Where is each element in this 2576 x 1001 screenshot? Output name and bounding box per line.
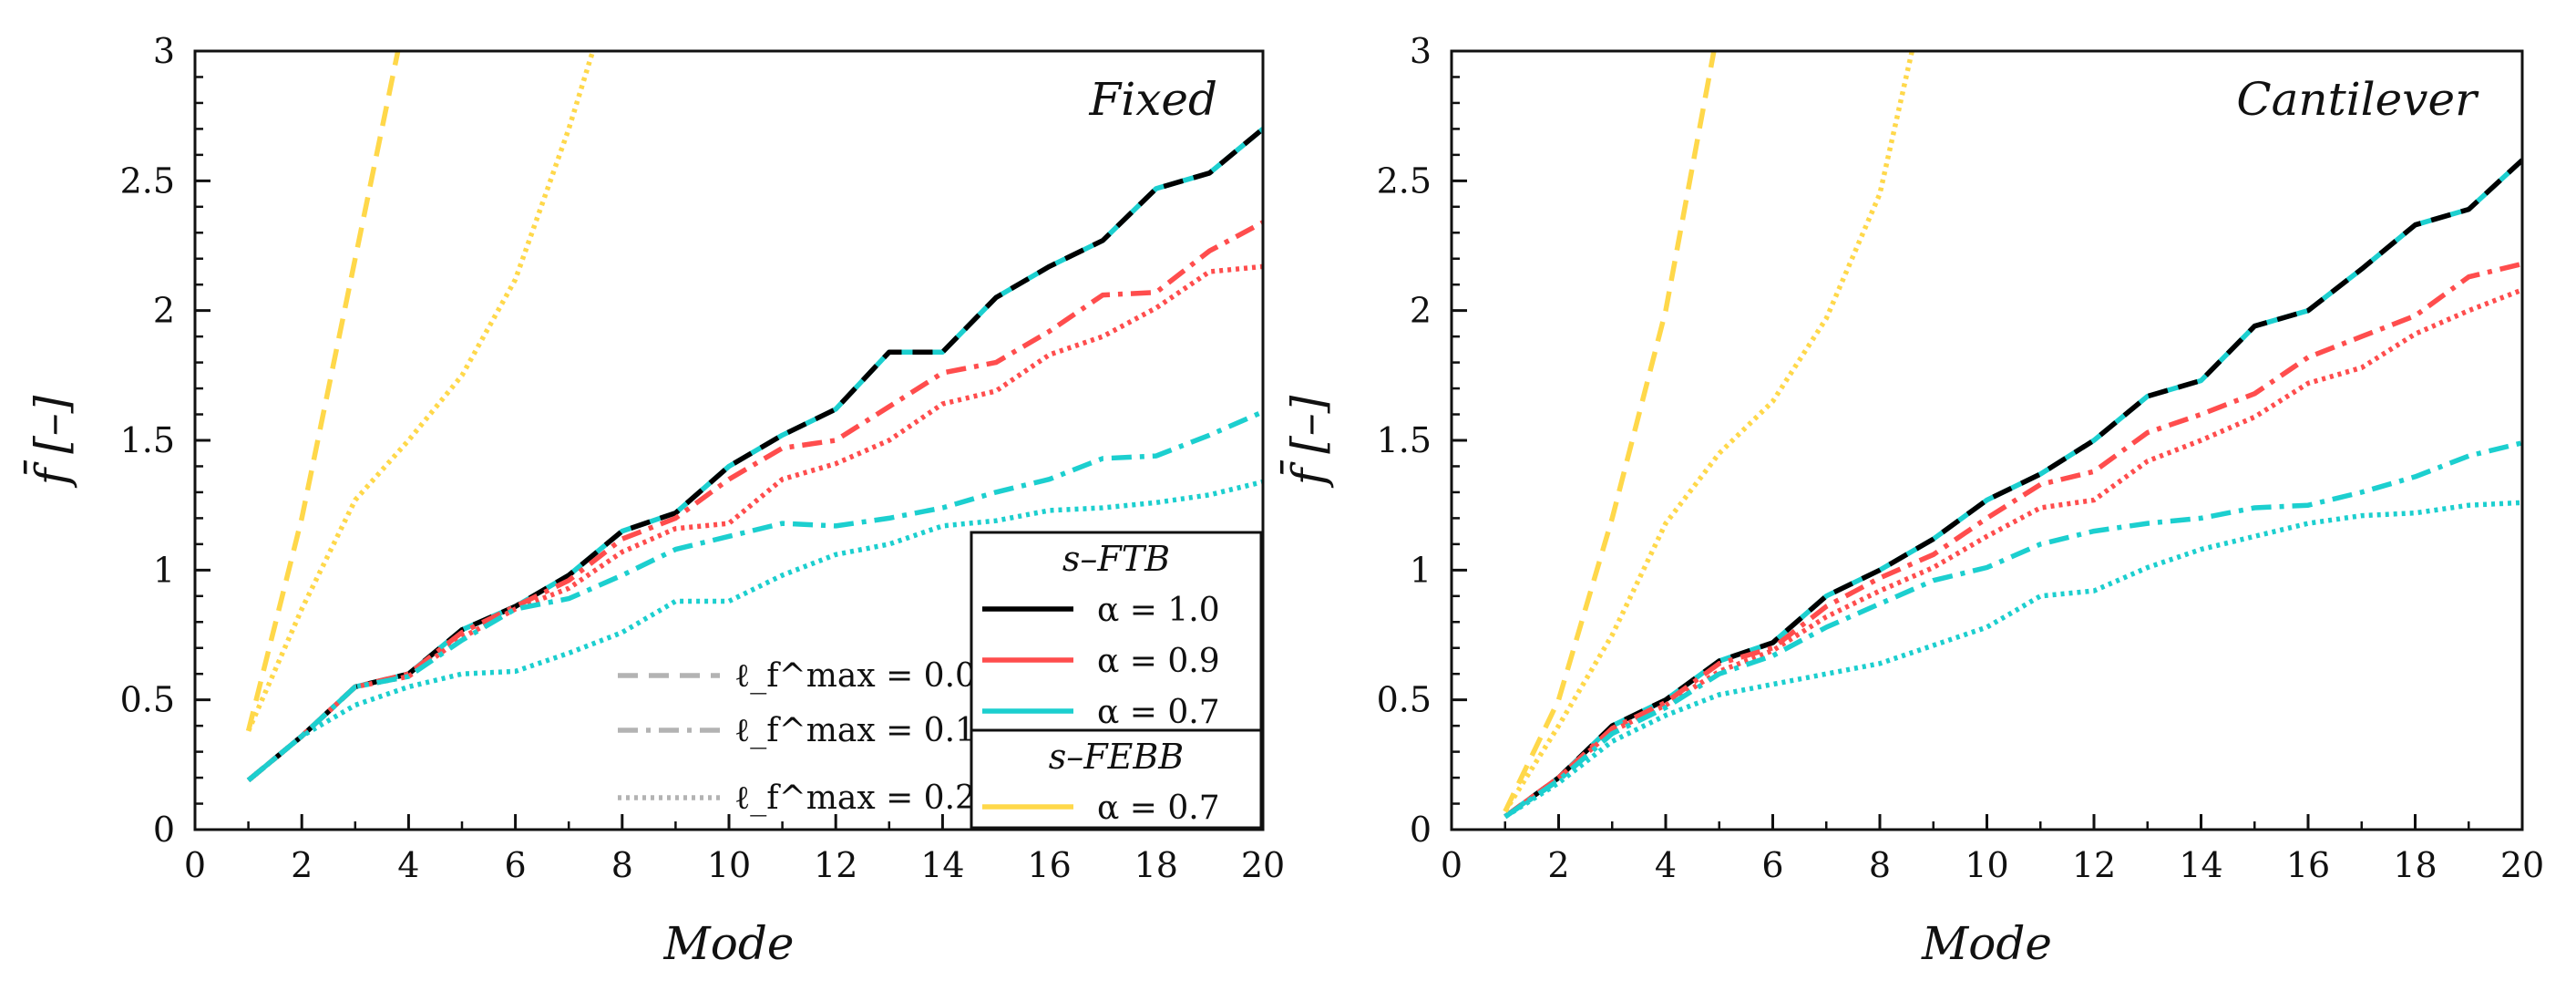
legend-color-label: α = 0.7 <box>1097 694 1220 731</box>
series-line <box>246 51 596 732</box>
legend-group-title: s–FEBB <box>1049 737 1184 777</box>
series-line <box>245 51 401 732</box>
y-tick-label: 2 <box>153 291 175 331</box>
color-legend: s–FTB α = 1.0 α = 0.9 α = 0.7 s–FEBB α = 0.7 <box>970 531 1263 830</box>
legend-group-box <box>970 728 1263 830</box>
plot-frame <box>1450 49 2524 831</box>
series-line <box>1503 51 1914 813</box>
y-tick-label: 3 <box>1410 31 1432 71</box>
x-tick-label: 20 <box>2500 845 2544 885</box>
legend-group-title: s–FTB <box>1062 539 1170 579</box>
y-tick-label: 2 <box>1410 291 1432 331</box>
y-tick-label: 1 <box>1410 550 1432 590</box>
y-tick-label: 3 <box>153 31 175 71</box>
x-tick-label: 14 <box>2179 845 2222 885</box>
series-group <box>245 51 1263 783</box>
y-tick-label: 1.5 <box>1377 420 1432 460</box>
x-tick-label: 0 <box>184 845 206 885</box>
legend-style-label: ℓ_f^max = 0.1L <box>734 712 998 749</box>
y-tick-label: 0.5 <box>120 680 175 720</box>
x-axis-label: Mode <box>663 917 795 970</box>
y-tick-label: 0 <box>153 810 175 850</box>
y-axis-label: f̄ [–] <box>1279 395 1335 489</box>
y-tick-label: 2.5 <box>1377 160 1432 201</box>
legend-color-label: α = 1.0 <box>1097 592 1220 629</box>
legend-color-label: α = 0.9 <box>1097 643 1220 680</box>
x-tick-label: 14 <box>920 845 964 885</box>
x-tick-label: 16 <box>2286 845 2330 885</box>
legend-group-box <box>970 531 1263 732</box>
y-axis-label: f̄ [–] <box>23 395 78 489</box>
series-line <box>1504 440 2522 820</box>
x-axis-label: Mode <box>1921 917 2052 970</box>
legend-style-label: ℓ_f^max = 0.2L <box>734 779 998 817</box>
x-tick-label: 4 <box>397 845 419 885</box>
x-tick-label: 18 <box>1134 845 1178 885</box>
series-group <box>1503 51 2522 820</box>
x-tick-label: 16 <box>1027 845 1071 885</box>
fixed-panel: 0 2 4 6 8 10 12 14 16 18 20 0 0.5 1 1.5 2 2.5 3 Fixed Mode f… <box>23 31 1285 970</box>
x-tick-label: 18 <box>2393 845 2437 885</box>
y-tick-label: 0 <box>1410 810 1432 850</box>
series-line <box>246 409 1263 783</box>
x-tick-label: 0 <box>1441 845 1462 885</box>
x-tick-label: 10 <box>1965 845 2008 885</box>
x-tick-label: 2 <box>291 845 313 885</box>
series-line <box>1503 51 1717 813</box>
series-line <box>246 127 1263 783</box>
series-line <box>246 479 1263 783</box>
series-line <box>246 220 1263 783</box>
x-tick-label: 6 <box>1761 845 1783 885</box>
legend-color-label: α = 0.7 <box>1097 789 1220 827</box>
plot-frame <box>193 49 1265 831</box>
x-tick-label: 20 <box>1241 845 1285 885</box>
y-tick-label: 2.5 <box>120 160 175 201</box>
y-tick-label: 1 <box>153 550 175 590</box>
panel-title: Cantilever <box>2236 73 2479 126</box>
x-tick-label: 12 <box>2072 845 2116 885</box>
cantilever-panel: 0 2 4 6 8 10 12 14 16 18 20 0 0.5 1 1.5 2 2.5 3 Cantilever… <box>1279 31 2544 970</box>
x-tick-label: 8 <box>611 845 633 885</box>
panel-title: Fixed <box>1089 73 1217 126</box>
x-tick-label: 12 <box>814 845 857 885</box>
x-tick-label: 2 <box>1547 845 1569 885</box>
x-tick-label: 8 <box>1869 845 1891 885</box>
series-line <box>1504 261 2522 820</box>
y-tick-label: 1.5 <box>120 420 175 460</box>
x-tick-label: 6 <box>505 845 527 885</box>
series-line <box>1504 500 2522 820</box>
x-tick-label: 10 <box>707 845 751 885</box>
y-tick-label: 0.5 <box>1377 680 1432 720</box>
x-tick-label: 4 <box>1655 845 1677 885</box>
